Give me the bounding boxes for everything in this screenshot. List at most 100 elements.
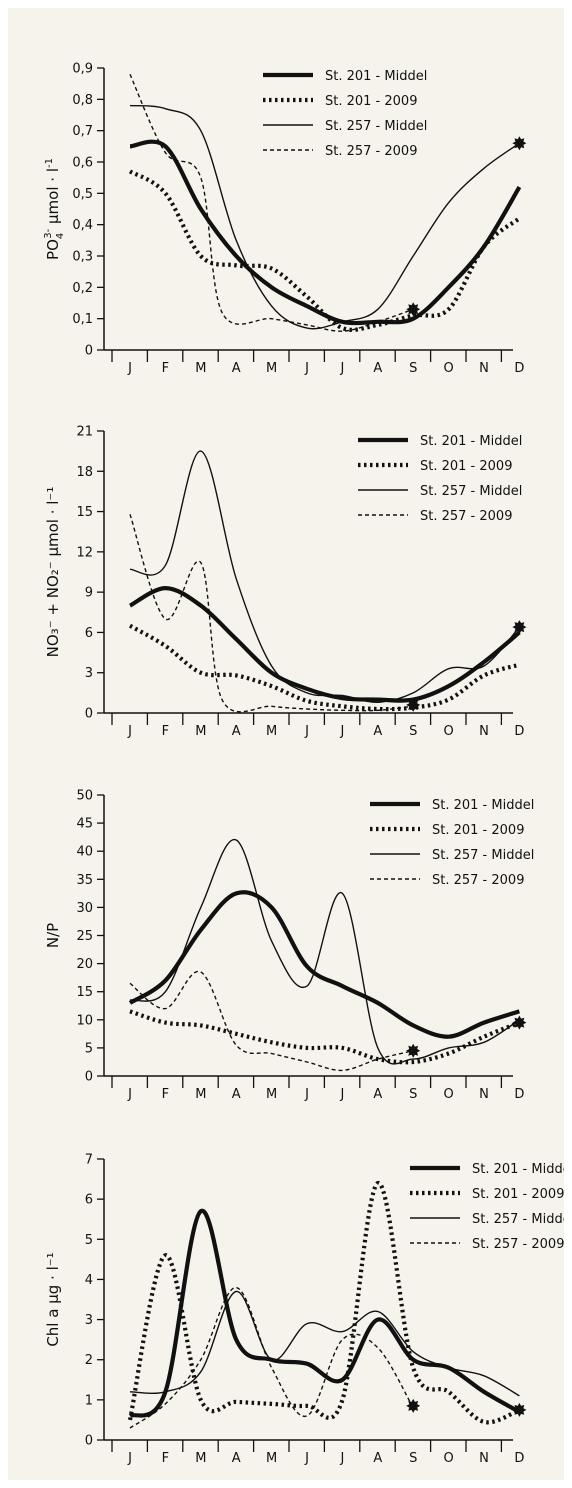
data-marker [406,1398,421,1413]
y-tick-label: 3 [85,666,93,681]
series-line-2 [129,1009,521,1065]
x-tick-label: F [162,1087,169,1102]
series-line-2 [127,1180,521,1425]
x-tick-label: J [339,361,344,376]
y-tick-label: 0,5 [72,187,93,202]
series-line-3 [129,839,520,1065]
x-tick-label: N [479,361,489,376]
x-tick-label: S [409,1087,417,1102]
legend-label: St. 257 - Middel [432,848,534,863]
legend-label: St. 201 - 2009 [420,459,512,474]
y-tick-label: 0 [85,1070,93,1085]
y-tick-label: 40 [76,845,93,860]
chart-panel-1: 0 0,1 0,2 0,3 0,4 0,5 0,6 0,7 0,8 0,9 J F M A M J J A S O N D… [43,62,527,376]
legend-label: St. 257 - 2009 [472,1237,564,1252]
y-tick-label: 45 [76,817,93,832]
legend-label: St. 257 - 2009 [420,509,512,524]
y-tick-label: 3 [85,1313,93,1328]
x-tick-label: J [339,724,344,739]
legend-label: St. 201 - Middel [472,1162,564,1177]
legend-label: St. 257 - Middel [472,1212,564,1227]
x-tick-label: D [514,1087,524,1102]
y-tick-label: 21 [76,425,93,440]
x-tick-label: M [195,724,206,739]
y-tick-label: 0 [85,344,93,359]
y-axis-label: Chl a μg · l⁻¹ [44,1252,62,1346]
figure-panel: 0 0,1 0,2 0,3 0,4 0,5 0,6 0,7 0,8 0,9 J F M A M J J A S O N D… [8,8,564,1480]
x-tick-label: O [443,1451,453,1466]
y-tick-label: 0,7 [72,124,93,139]
data-marker [512,1402,527,1417]
series-line-1 [129,139,522,326]
x-tick-label: O [443,361,453,376]
chart-panel-2: 0 3 6 9 12 15 18 21 J F M A M J J A S O N D NO₃⁻ + NO₂⁻ μmol… [44,425,527,739]
series-line-4 [129,514,414,713]
y-tick-label: 0,9 [72,62,93,77]
y-axis-label: NO₃⁻ + NO₂⁻ μmol · l⁻¹ [44,487,62,658]
legend-label: St. 257 - 2009 [432,873,524,888]
y-axis-label: N/P [44,923,62,948]
x-tick-label: A [373,1451,382,1466]
data-marker [512,1015,527,1030]
y-tick-label: 4 [85,1273,93,1288]
x-tick-label: M [195,1087,206,1102]
x-tick-label: A [232,724,241,739]
y-tick-label: 12 [76,545,93,560]
data-marker [512,620,527,635]
x-tick-label: J [304,1087,309,1102]
x-tick-label: A [373,1087,382,1102]
x-tick-label: D [514,361,524,376]
legend-label: St. 201 - Middel [432,798,534,813]
series-line-1 [128,890,521,1039]
chart-panel-3: 0 5 10 15 20 25 30 35 40 45 50 J F M A M J J A S O N D N/P St. 2… [44,789,534,1103]
y-tick-label: 6 [85,1193,93,1208]
y-tick-label: 0,1 [72,312,93,327]
legend-label: St. 201 - 2009 [325,94,417,109]
y-tick-label: 0 [85,1434,93,1449]
y-tick-label: 0,8 [72,93,93,108]
data-marker [512,136,527,151]
legend-label: St. 257 - Middel [325,119,427,134]
y-tick-label: 6 [85,626,93,641]
series-line-1 [128,586,521,703]
legend-label: St. 257 - Middel [420,484,522,499]
x-tick-label: A [232,361,241,376]
legend-label: St. 201 - Middel [325,69,427,84]
chart-panel-4: 0 1 2 3 4 5 6 7 J F M A M J J A S O N D Chl a μg · l⁻¹ St. 20… [44,1153,564,1467]
data-marker [406,697,421,712]
x-tick-label: J [339,1451,344,1466]
x-tick-label: J [304,1451,309,1466]
legend-label: St. 201 - Middel [420,434,522,449]
x-tick-label: M [266,361,277,376]
y-tick-label: 0,2 [72,281,93,296]
x-tick-label: J [127,1087,132,1102]
legend-label: St. 201 - 2009 [472,1187,564,1202]
x-tick-label: A [373,361,382,376]
series-line-3 [129,104,520,330]
y-tick-label: 15 [76,505,93,520]
y-tick-label: 0 [85,707,93,722]
x-tick-label: N [479,1087,489,1102]
y-tick-label: 20 [76,957,93,972]
y-tick-label: 2 [85,1353,93,1368]
x-tick-label: J [127,361,132,376]
y-tick-label: 30 [76,901,93,916]
x-tick-label: S [409,1451,417,1466]
data-marker [406,302,421,317]
y-tick-label: 15 [76,985,93,1000]
y-tick-label: 25 [76,929,93,944]
x-tick-label: O [443,724,453,739]
x-tick-label: J [127,1451,132,1466]
y-axis-label: PO43- μmol · l-1 [43,158,66,260]
series-line-4 [129,74,414,332]
x-tick-label: J [127,724,132,739]
x-tick-label: D [514,1451,524,1466]
x-tick-label: M [266,724,277,739]
y-tick-label: 0,3 [72,250,93,265]
x-tick-label: M [195,1451,206,1466]
y-tick-label: 5 [85,1233,93,1248]
x-tick-label: M [266,1451,277,1466]
series-line-2 [128,623,520,712]
x-tick-label: S [409,361,417,376]
y-tick-label: 0,6 [72,156,93,171]
